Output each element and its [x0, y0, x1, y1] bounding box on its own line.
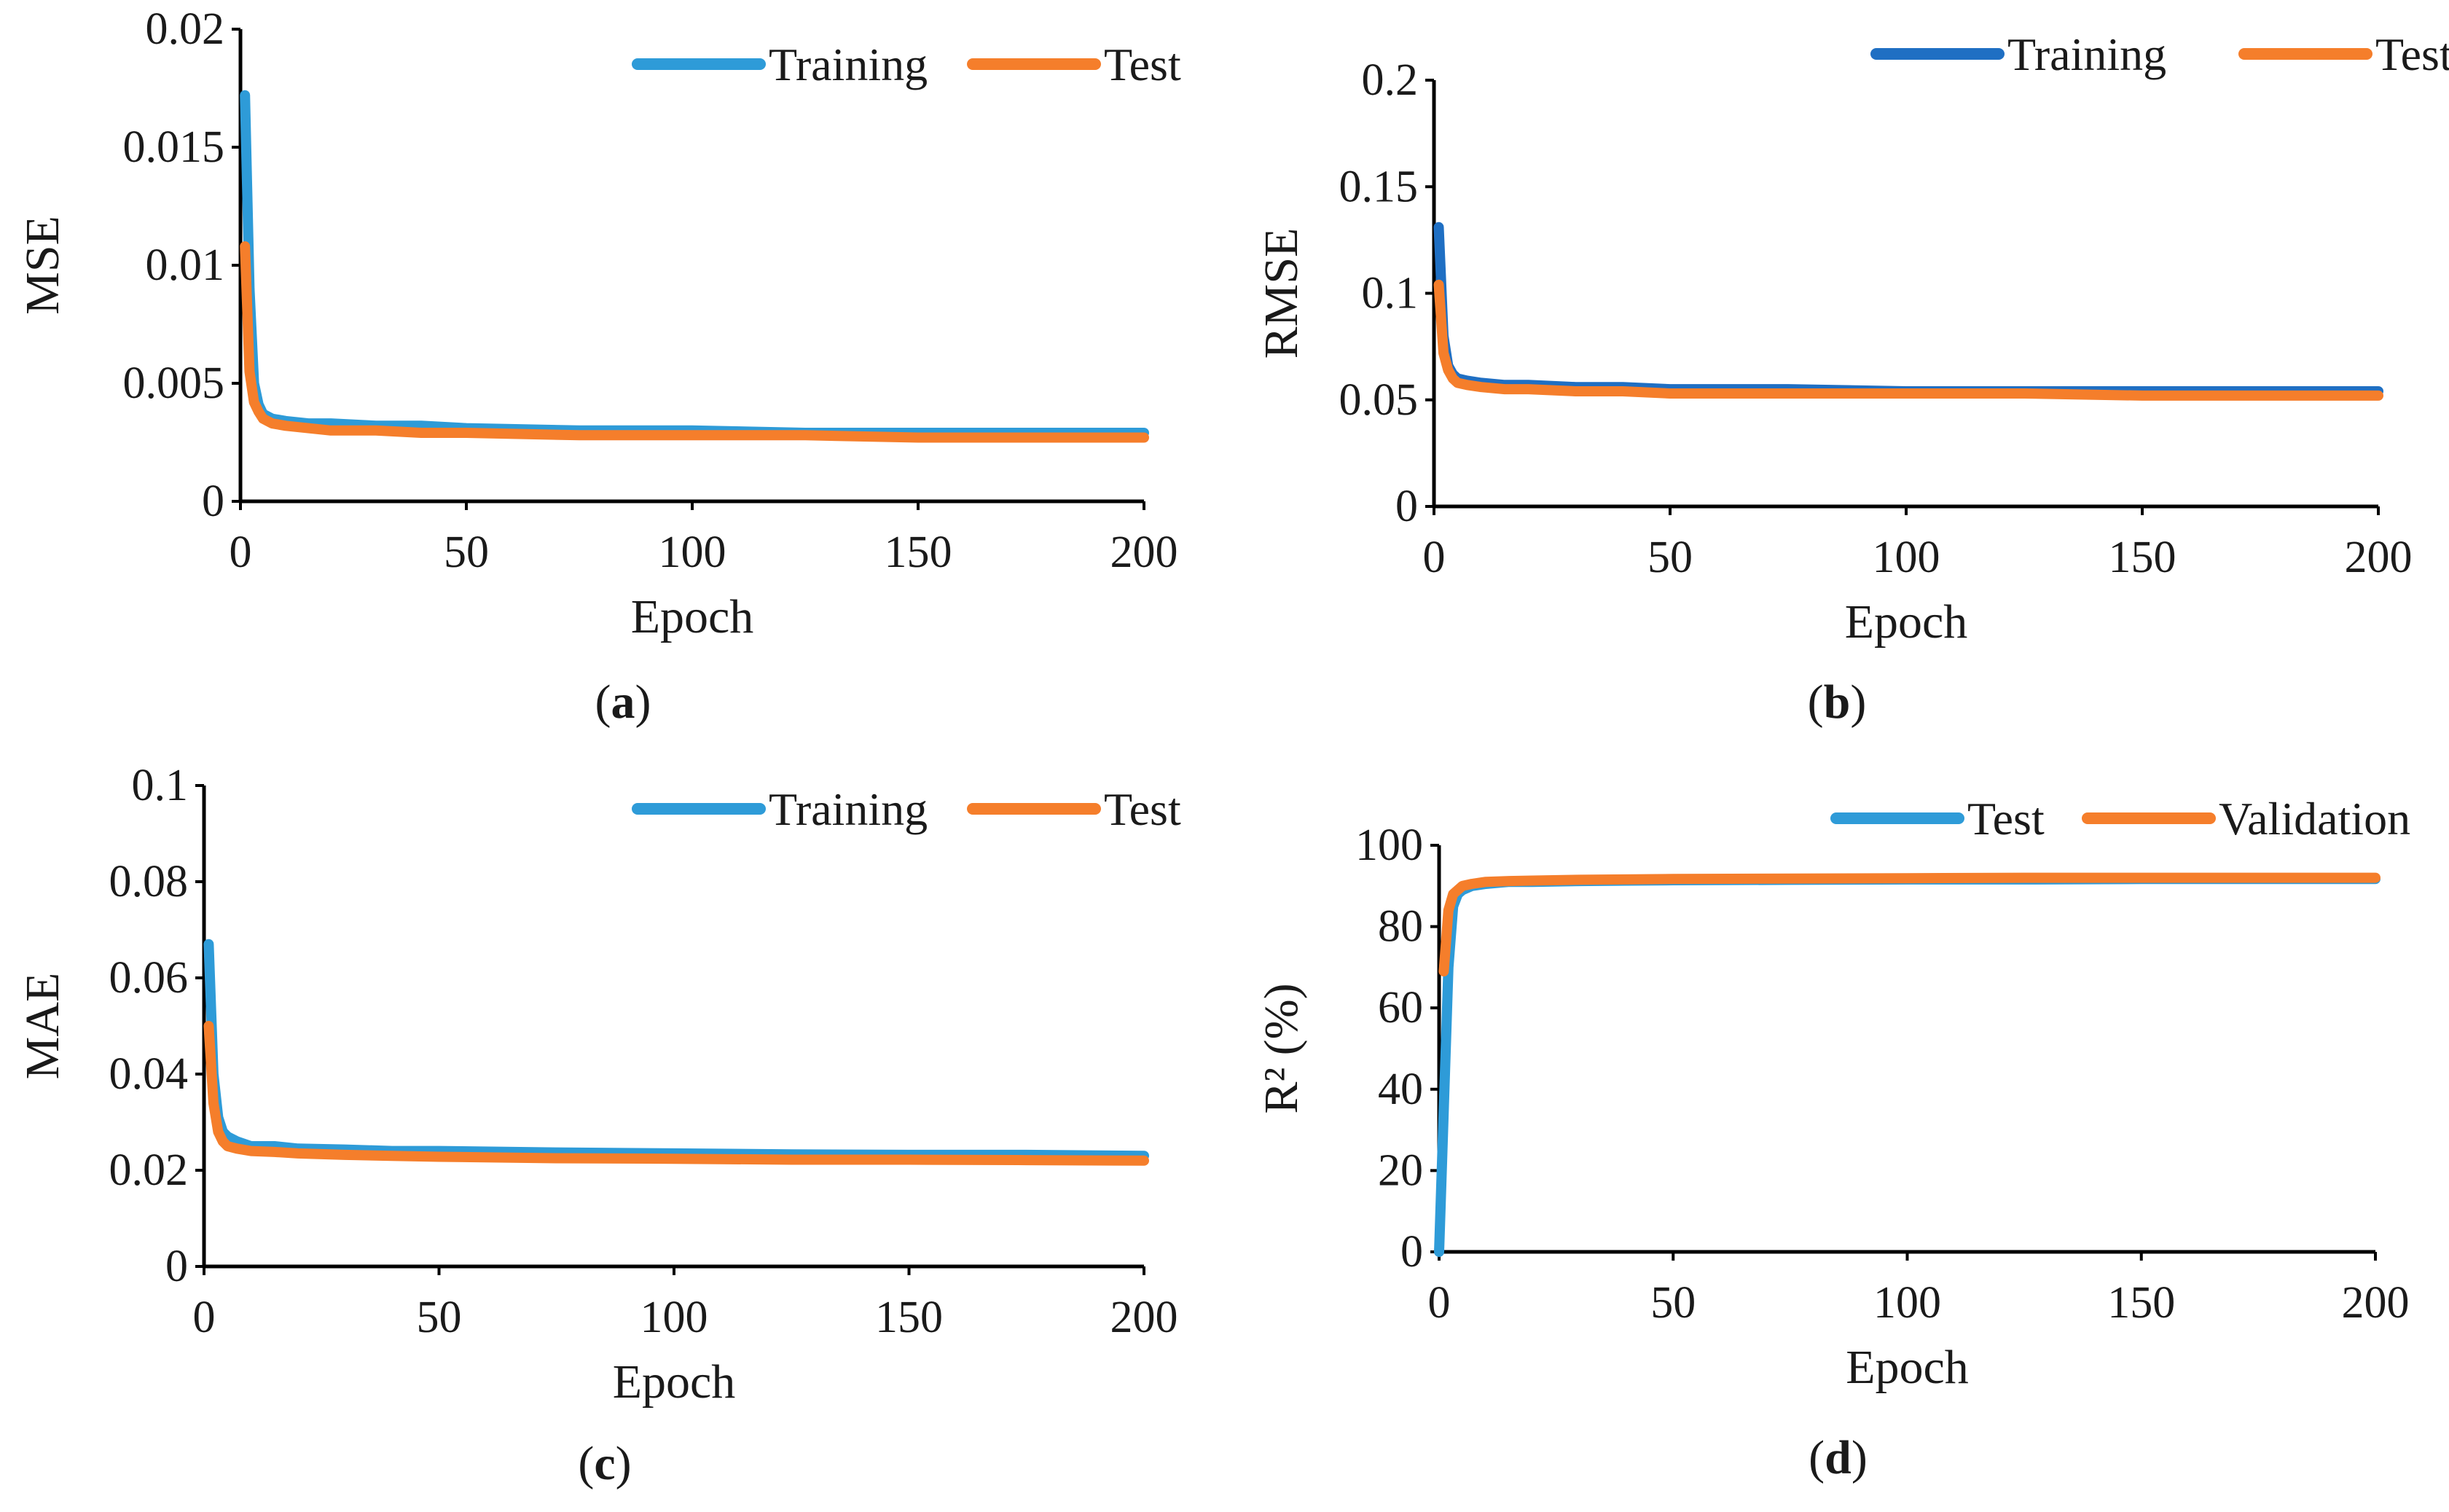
- x-tick-label: 50: [1650, 1278, 1696, 1328]
- x-tick-label: 50: [417, 1293, 462, 1342]
- x-tick-label: 200: [1110, 528, 1178, 577]
- panel-label: (a): [595, 675, 651, 729]
- series-line-training: [203, 939, 1149, 1162]
- x-tick-label: 100: [1873, 1278, 1941, 1328]
- x-tick-label: 50: [444, 528, 489, 577]
- x-axis-title: Epoch: [1845, 595, 1968, 649]
- x-tick-label: 200: [2345, 533, 2413, 582]
- x-tick-label: 200: [1110, 1293, 1178, 1342]
- y-axis-title: R² (%): [1255, 983, 1308, 1113]
- panel-d-r2-chart: 0 20 40 60 80 100 0 50 100 150 200 Epoch R² (%) Test V…: [1255, 793, 2410, 1484]
- x-tick-label: 100: [659, 528, 726, 577]
- panel-label: (b): [1808, 675, 1867, 729]
- series-line-test: [240, 241, 1149, 443]
- y-tick-label: 0.02: [109, 1145, 189, 1195]
- legend-label-test: Test: [1967, 793, 2045, 845]
- y-axis-title: MSE: [16, 216, 69, 315]
- y-tick-label: 0.15: [1339, 162, 1419, 211]
- y-axis-title: MAE: [16, 973, 69, 1080]
- x-tick-label: 0: [193, 1293, 216, 1342]
- x-axis-title: Epoch: [1846, 1341, 1969, 1394]
- x-tick-label: 100: [1873, 533, 1940, 582]
- x-tick-label: 150: [2109, 533, 2176, 582]
- series-line-test: [203, 1021, 1149, 1166]
- panel-letter: d: [1825, 1431, 1852, 1484]
- y-tick-label: 0.02: [146, 4, 225, 54]
- x-tick-label: 150: [2107, 1278, 2175, 1328]
- series-line-training: [1433, 222, 2383, 396]
- legend-label-training: Training: [769, 39, 928, 90]
- y-tick-label: 0.05: [1339, 375, 1419, 425]
- x-tick-label: 50: [1647, 533, 1693, 582]
- legend-label-test: Test: [1104, 783, 1181, 835]
- y-tick-label: 0.2: [1362, 55, 1419, 105]
- y-tick-label: 20: [1378, 1145, 1423, 1195]
- y-tick-label: 0.1: [132, 761, 189, 810]
- y-tick-label: 0.015: [123, 122, 225, 172]
- panel-c-mae-chart: 0 0.02 0.04 0.06 0.08 0.1 0 50 100 150 200 Epoch MAE…: [16, 761, 1181, 1490]
- x-tick-label: 150: [875, 1293, 943, 1342]
- x-tick-label: 0: [230, 528, 252, 577]
- panel-a-mse-chart: 0 0.005 0.01 0.015 0.02 0 50 100 150 200 Epoch MSE T…: [16, 4, 1181, 729]
- y-tick-label: 0: [202, 477, 224, 526]
- panel-letter: b: [1824, 675, 1851, 729]
- y-tick-label: 0: [1395, 482, 1418, 531]
- legend-label-validation: Validation: [2219, 793, 2410, 845]
- y-tick-label: 0.005: [123, 359, 225, 408]
- panel-b-rmse-chart: 0 0.05 0.1 0.15 0.2 0 50 100 150 200 Epoch RMSE Trai…: [1255, 28, 2449, 729]
- y-tick-label: 100: [1355, 820, 1423, 870]
- panel-label: (c): [578, 1437, 631, 1490]
- series-line-training: [240, 90, 1149, 438]
- y-tick-label: 0: [1400, 1227, 1423, 1277]
- y-tick-label: 40: [1378, 1065, 1423, 1114]
- panel-letter: a: [611, 675, 635, 729]
- y-tick-label: 0.1: [1362, 269, 1419, 318]
- x-tick-label: 100: [640, 1293, 708, 1342]
- y-tick-label: 0.01: [146, 240, 225, 290]
- legend-label-test: Test: [1104, 39, 1181, 90]
- legend-label-training: Training: [2007, 28, 2166, 80]
- y-tick-label: 0.08: [109, 857, 189, 906]
- legend-label-test: Test: [2375, 28, 2449, 80]
- legend-label-training: Training: [769, 783, 928, 835]
- x-tick-label: 150: [885, 528, 952, 577]
- y-tick-label: 0.06: [109, 953, 189, 1003]
- x-axis-title: Epoch: [631, 590, 754, 643]
- y-tick-label: 80: [1378, 902, 1423, 952]
- panel-letter: c: [594, 1437, 615, 1490]
- series-line-test: [1433, 279, 2383, 401]
- y-tick-label: 0: [165, 1242, 188, 1291]
- series-line-test: [1434, 874, 2381, 1257]
- x-tick-label: 0: [1423, 533, 1446, 582]
- y-tick-label: 0.04: [109, 1049, 189, 1099]
- x-axis-title: Epoch: [613, 1355, 736, 1409]
- x-tick-label: 0: [1428, 1278, 1451, 1328]
- y-axis-title: RMSE: [1255, 228, 1308, 359]
- x-tick-label: 200: [2342, 1278, 2410, 1328]
- series-line-validation: [1438, 872, 2381, 976]
- panel-label: (d): [1809, 1431, 1868, 1484]
- y-tick-label: 60: [1378, 983, 1423, 1033]
